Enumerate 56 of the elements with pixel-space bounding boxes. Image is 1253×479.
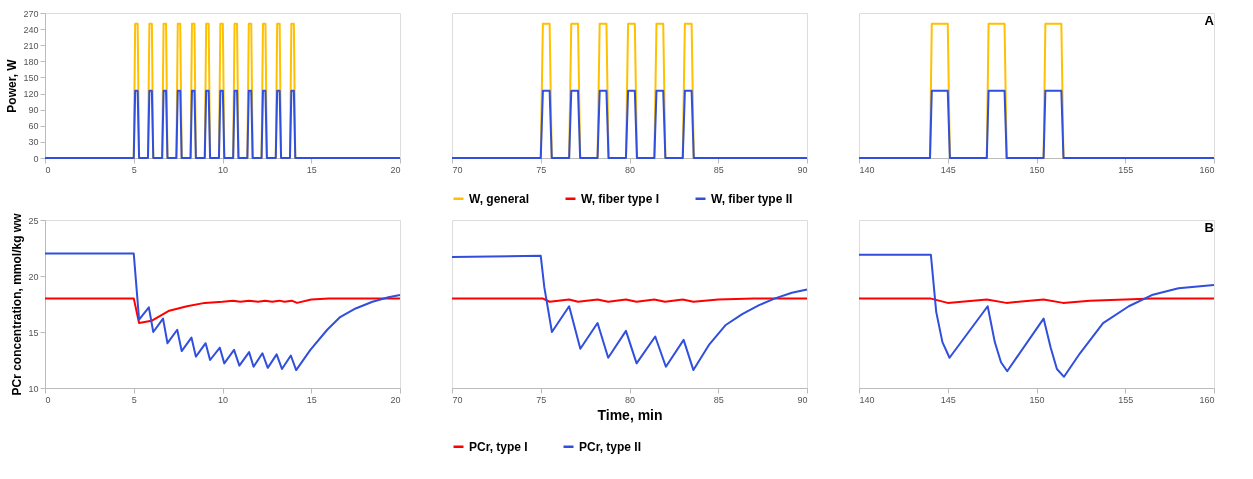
x-tick-label: 140 bbox=[859, 164, 875, 175]
x-tick-label: 160 bbox=[1199, 164, 1215, 175]
x-tick-label: 10 bbox=[217, 164, 229, 175]
x-tick-label: 70 bbox=[452, 164, 463, 175]
x-tick-label: 90 bbox=[797, 164, 808, 175]
x-tick-label: 80 bbox=[624, 394, 636, 405]
x-tick-label: 10 bbox=[217, 394, 229, 405]
annotation: A bbox=[1204, 13, 1215, 28]
legend-label: PCr, type I bbox=[469, 439, 528, 454]
y-tick-label: 270 bbox=[23, 8, 39, 19]
y-tick-label: 25 bbox=[28, 215, 39, 226]
legend-label: PCr, type II bbox=[579, 439, 642, 454]
x-tick-label: 75 bbox=[536, 164, 547, 175]
y-axis-title: Power, W bbox=[5, 58, 20, 113]
x-tick-label: 160 bbox=[1199, 394, 1215, 405]
x-axis-title: Time, min bbox=[597, 406, 663, 423]
y-tick-label: 0 bbox=[33, 153, 39, 164]
x-tick-label: 15 bbox=[306, 394, 317, 405]
x-tick-label: 5 bbox=[131, 164, 137, 175]
x-tick-label: 85 bbox=[713, 164, 724, 175]
line-series bbox=[44, 252, 401, 372]
x-tick-label: 75 bbox=[536, 394, 547, 405]
legend-label: W, fiber type I bbox=[581, 191, 660, 206]
legend-label: W, fiber type II bbox=[711, 191, 793, 206]
x-tick-label: 150 bbox=[1029, 164, 1045, 175]
x-tick-label: 70 bbox=[452, 394, 463, 405]
x-tick-label: 155 bbox=[1118, 394, 1134, 405]
x-tick-label: 145 bbox=[940, 394, 956, 405]
x-tick-label: 140 bbox=[859, 394, 875, 405]
x-tick-label: 155 bbox=[1118, 164, 1134, 175]
x-tick-label: 80 bbox=[624, 164, 636, 175]
y-tick-label: 240 bbox=[23, 24, 39, 35]
y-tick-label: 210 bbox=[23, 40, 39, 51]
y-tick-label: 60 bbox=[28, 121, 39, 132]
legend-label: W, general bbox=[469, 191, 530, 206]
y-axis-title: PCr concentration, mmol/kg ww bbox=[10, 212, 25, 396]
y-tick-label: 30 bbox=[28, 137, 39, 148]
line-series bbox=[44, 297, 401, 325]
y-tick-label: 180 bbox=[23, 56, 39, 67]
x-tick-label: 85 bbox=[713, 394, 724, 405]
x-tick-label: 20 bbox=[390, 394, 401, 405]
y-tick-label: 150 bbox=[23, 72, 39, 83]
x-tick-label: 0 bbox=[45, 164, 51, 175]
x-tick-label: 150 bbox=[1029, 394, 1045, 405]
x-tick-label: 5 bbox=[131, 394, 137, 405]
x-tick-label: 145 bbox=[940, 164, 956, 175]
x-tick-label: 0 bbox=[45, 394, 51, 405]
x-tick-label: 20 bbox=[390, 164, 401, 175]
y-tick-label: 10 bbox=[28, 383, 39, 394]
x-tick-label: 15 bbox=[306, 164, 317, 175]
y-tick-label: 20 bbox=[28, 271, 39, 282]
y-tick-label: 15 bbox=[28, 327, 39, 338]
y-tick-label: 90 bbox=[28, 105, 39, 116]
annotation: B bbox=[1204, 220, 1214, 235]
x-tick-label: 90 bbox=[797, 394, 808, 405]
y-tick-label: 120 bbox=[23, 89, 39, 100]
